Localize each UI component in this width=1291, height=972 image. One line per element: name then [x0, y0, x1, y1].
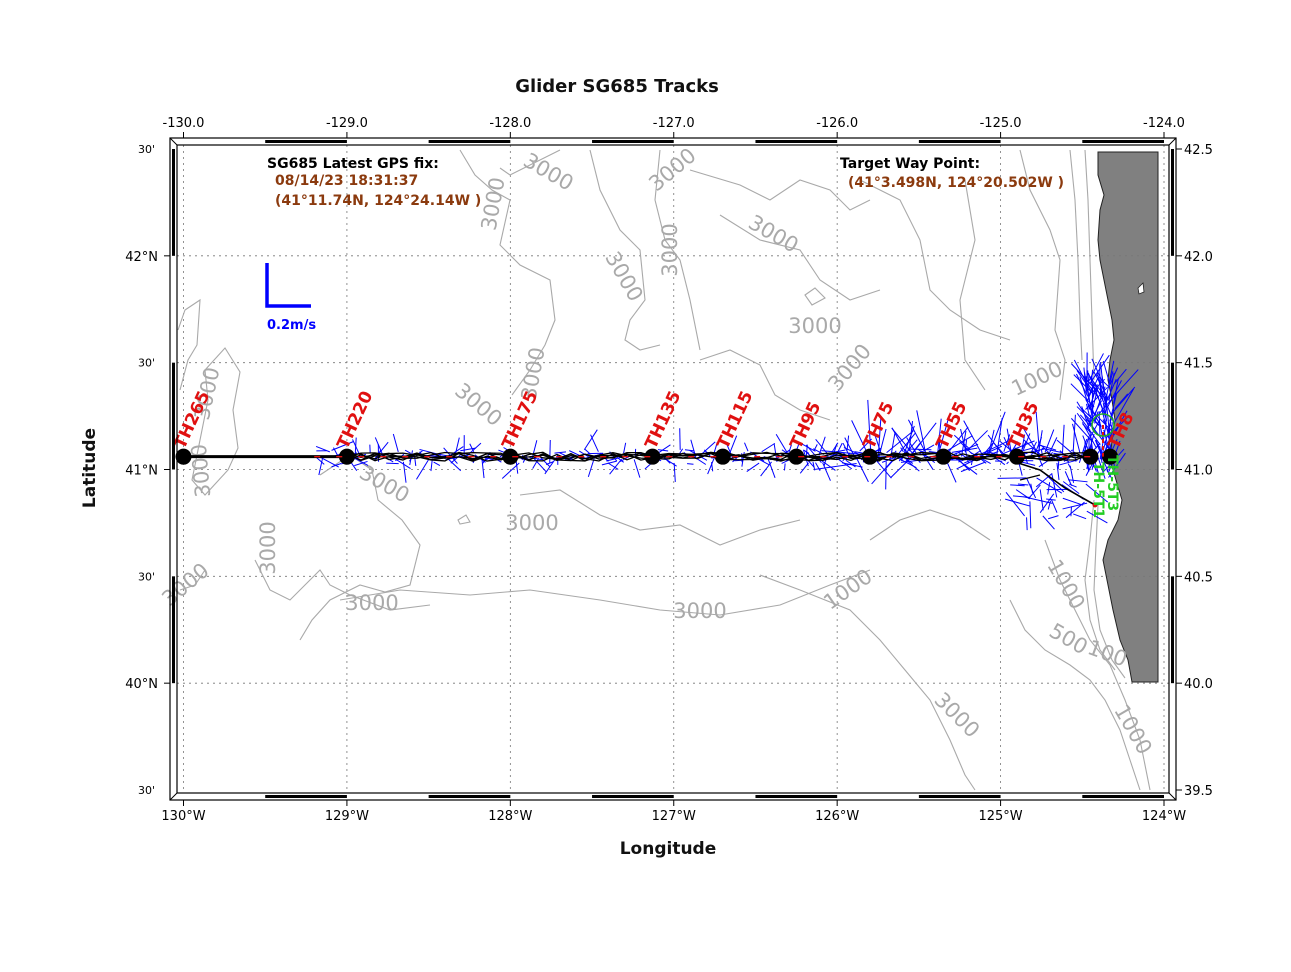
top-axis: -130.0 -129.0 -128.0 -127.0 -126.0 -125.0 -124…: [163, 116, 1185, 138]
contour-label: 3000: [256, 521, 280, 574]
bottom-tick-label: 129°W: [325, 809, 369, 824]
frame-band-bottom: [592, 795, 674, 798]
frame-band-bottom: [429, 795, 511, 798]
frame-band-bottom: [1082, 795, 1164, 798]
frame-band-top: [592, 140, 674, 143]
frame-band-bottom: [919, 795, 1001, 798]
contour-label: 3000: [505, 511, 558, 535]
frame-band-top: [919, 140, 1001, 143]
frame-band-top: [755, 140, 837, 143]
left-tick-label: 42°N: [125, 250, 158, 265]
waypoint-marker: [176, 449, 192, 465]
contour-label: 3000: [345, 591, 398, 615]
right-tick-label: 39.5: [1184, 784, 1213, 799]
y-axis-title: Latitude: [80, 428, 100, 508]
bottom-axis: 130°W 129°W 128°W 127°W 126°W 125°W 124°W: [161, 800, 1186, 824]
frame-band-left: [172, 576, 175, 683]
top-tick-label: -126.0: [816, 116, 858, 131]
frame-band-left: [172, 363, 175, 470]
contour-label: 3000: [788, 314, 841, 338]
top-tick-label: -125.0: [980, 116, 1022, 131]
left-minor-tick-label: 30': [138, 784, 155, 797]
top-tick-label: -130.0: [163, 116, 205, 131]
frame-band-bottom: [755, 795, 837, 798]
contour-label: 3000: [658, 223, 682, 276]
current-vector: [1071, 506, 1072, 516]
target-position: (41°3.498N, 124°20.502W ): [848, 175, 1064, 191]
current-vector: [550, 440, 551, 463]
bottom-tick-label: 125°W: [978, 809, 1022, 824]
right-tick-label: 40.0: [1184, 677, 1213, 692]
bottom-tick-label: 124°W: [1142, 809, 1186, 824]
target-heading: Target Way Point:: [840, 156, 980, 172]
frame-band-right: [1171, 576, 1174, 683]
frame-band-top: [429, 140, 511, 143]
left-minor-tick-label: 30': [138, 570, 155, 583]
scale-label: 0.2m/s: [267, 318, 316, 333]
top-tick-label: -127.0: [653, 116, 695, 131]
current-vector: [886, 461, 887, 489]
current-vector: [386, 463, 398, 464]
frame-band-top: [1082, 140, 1164, 143]
frame-band-top: [265, 140, 347, 143]
chart-title: Glider SG685 Tracks: [515, 76, 719, 97]
bottom-tick-label: 126°W: [815, 809, 859, 824]
left-axis: 42°N 41°N 40°N 30' 30' 30' 30': [125, 143, 170, 797]
bottom-tick-label: 130°W: [161, 809, 205, 824]
contour-label: 3000: [187, 443, 216, 498]
right-tick-label: 41.5: [1184, 357, 1213, 372]
frame-band-left: [172, 149, 175, 256]
left-minor-tick-label: 30': [138, 143, 155, 156]
frame-band-right: [1171, 363, 1174, 470]
right-tick-label: 42.0: [1184, 250, 1213, 265]
top-tick-label: -124.0: [1143, 116, 1185, 131]
x-axis-title: Longitude: [620, 839, 717, 859]
left-tick-label: 41°N: [125, 464, 158, 479]
bottom-tick-label: 127°W: [652, 809, 696, 824]
right-axis: 42.5 42.0 41.5 41.0 40.5 40.0 39.5: [1176, 143, 1213, 799]
right-tick-label: 42.5: [1184, 143, 1213, 158]
bottom-tick-label: 128°W: [488, 809, 532, 824]
top-tick-label: -128.0: [489, 116, 531, 131]
right-tick-label: 40.5: [1184, 570, 1213, 585]
left-tick-label: 40°N: [125, 677, 158, 692]
coastal-station-label: TH-5T1: [1090, 462, 1106, 518]
left-minor-tick-label: 30': [138, 357, 155, 370]
current-vector: [1027, 517, 1028, 530]
frame-band-right: [1171, 149, 1174, 256]
top-tick-label: -129.0: [326, 116, 368, 131]
right-tick-label: 41.0: [1184, 464, 1213, 479]
frame-band-bottom: [265, 795, 347, 798]
current-vector: [687, 464, 693, 465]
contour-label: 3000: [673, 599, 726, 623]
gps-fix-datetime: 08/14/23 18:31:37: [275, 173, 418, 189]
gps-fix-heading: SG685 Latest GPS fix:: [267, 156, 439, 172]
current-vector: [784, 463, 785, 470]
gps-fix-position: (41°11.74N, 124°24.14W ): [275, 193, 481, 209]
